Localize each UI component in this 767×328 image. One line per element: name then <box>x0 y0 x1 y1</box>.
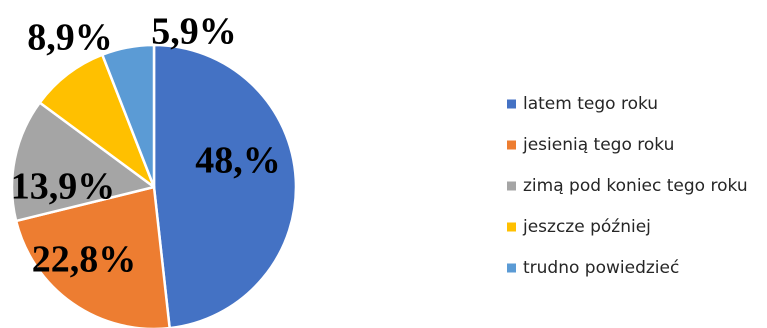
legend-item-4: jeszcze później <box>507 217 651 237</box>
pie-slice-5 <box>101 43 156 189</box>
legend-label-1: latem tego roku <box>523 94 658 114</box>
data-label-4: 8,9% <box>27 17 113 59</box>
legend-item-5: trudno powiedzieć <box>507 258 679 278</box>
data-label-3: 13,9% <box>11 166 116 208</box>
data-label-1: 48,% <box>195 140 281 182</box>
legend-swatch-4 <box>507 222 516 232</box>
legend-label-2: jesienią tego roku <box>522 135 674 155</box>
legend-swatch-1 <box>507 99 516 109</box>
pie-slice-1 <box>152 43 298 328</box>
legend-label-5: trudno powiedzieć <box>523 258 679 278</box>
data-label-2: 22,8% <box>32 239 137 281</box>
legend-swatch-2 <box>507 140 516 150</box>
pie-slice-3 <box>10 101 156 223</box>
data-label-5: 5,9% <box>151 11 237 53</box>
legend-item-3: zimą pod koniec tego roku <box>507 176 748 196</box>
legend-label-3: zimą pod koniec tego roku <box>523 176 748 196</box>
legend-swatch-5 <box>507 263 516 273</box>
legend-item-1: latem tego roku <box>507 94 658 114</box>
pie-slices <box>10 43 298 328</box>
pie-slice-4 <box>38 53 156 189</box>
legend-item-2: jesienią tego roku <box>507 135 674 155</box>
legend: latem tego roku jesienią tego roku zimą po… <box>507 94 748 278</box>
pie-data-labels: 48,% 22,8% 13,9% 8,9% 5,9% <box>11 11 281 281</box>
legend-swatch-3 <box>507 181 516 191</box>
legend-label-4: jeszcze później <box>522 217 651 237</box>
pie-slice-2 <box>14 185 171 328</box>
